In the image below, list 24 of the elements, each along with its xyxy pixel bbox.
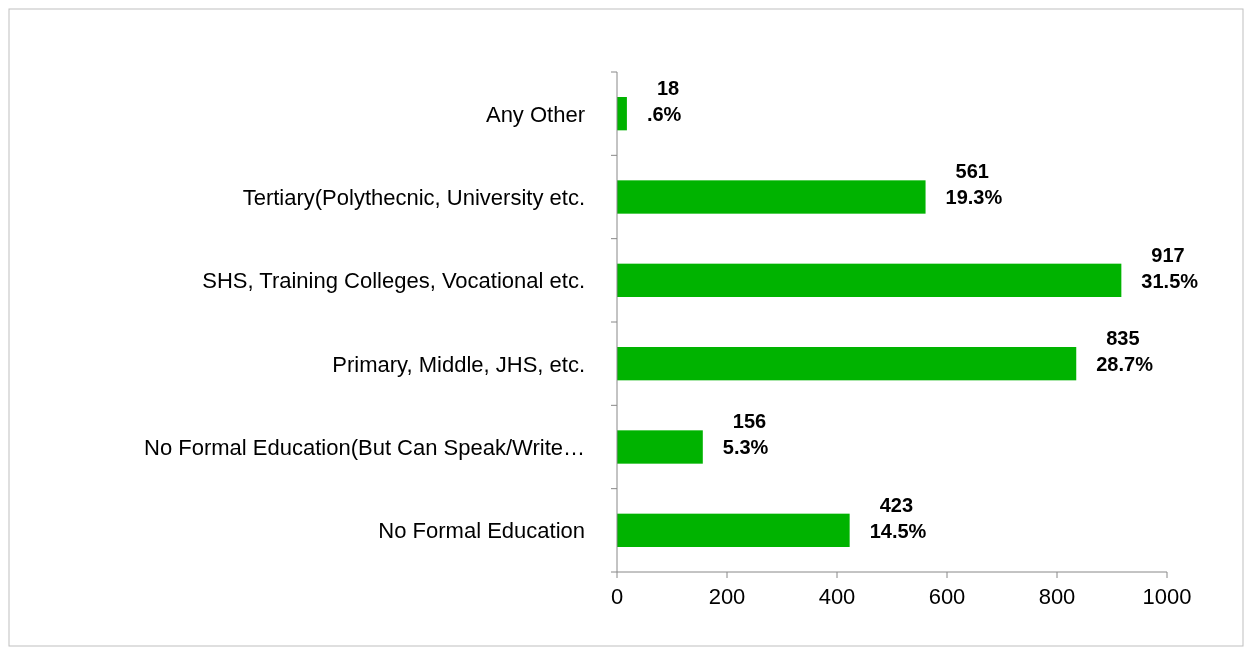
bar (617, 430, 703, 464)
data-label: 835 28.7% (1096, 327, 1154, 375)
bar (617, 97, 627, 131)
bar (617, 513, 850, 547)
y-tick-label: Primary, Middle, JHS, etc. (332, 351, 585, 377)
bar (617, 347, 1077, 381)
x-tick-label: 600 (928, 584, 966, 609)
x-tick-label: 400 (818, 584, 856, 609)
x-tick-label: 1000 (1142, 584, 1192, 609)
bar (617, 263, 1122, 297)
y-tick-label: No Formal Education(But Can Speak/Write… (144, 435, 585, 460)
y-tick-label: Tertiary(Polythecnic, University etc. (242, 185, 585, 210)
data-label: 18 .6% (646, 77, 682, 125)
y-tick-label: Any Other (485, 101, 585, 127)
y-tick-label: SHS, Training Colleges, Vocational etc. (202, 268, 585, 294)
x-tick-label: 0 (610, 584, 624, 609)
data-label: 423 14.5% (869, 493, 927, 542)
data-label: 156 5.3% (722, 410, 769, 459)
bar (617, 180, 926, 214)
data-label: 561 19.3% (945, 160, 1003, 209)
y-tick-label: No Formal Education (378, 518, 585, 544)
x-tick-label: 200 (708, 584, 746, 609)
x-tick-label: 800 (1038, 584, 1076, 609)
data-label: 917 31.5% (1141, 243, 1199, 292)
